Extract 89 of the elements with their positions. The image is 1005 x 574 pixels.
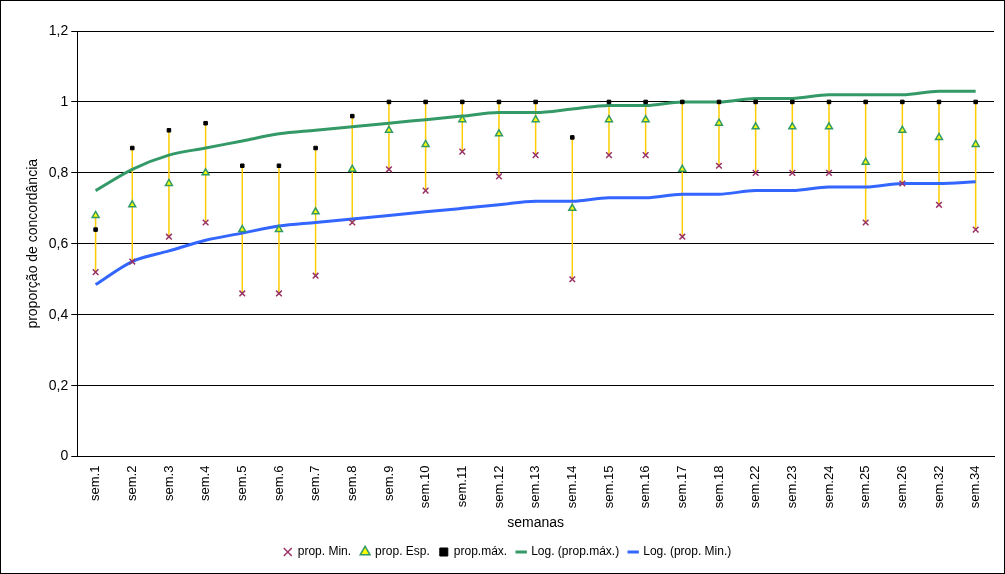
- point: [276, 163, 282, 169]
- point: [824, 122, 834, 130]
- x-tick-label: sem.34: [967, 465, 983, 509]
- x-tick-label: sem.14: [563, 465, 579, 509]
- legend-label: Log. (prop. Min.): [643, 544, 732, 559]
- x-tick-label: sem.10: [417, 465, 433, 509]
- point: [422, 187, 430, 195]
- point: [533, 99, 538, 105]
- point: [788, 122, 797, 130]
- point: [130, 145, 135, 151]
- x-axis-title: semanas: [507, 514, 565, 531]
- x-tick-label: sem.16: [637, 465, 653, 509]
- point: [898, 125, 907, 134]
- point: [238, 224, 247, 233]
- point: [166, 128, 172, 133]
- point: [678, 233, 686, 241]
- point: [423, 99, 428, 105]
- point: [458, 114, 467, 123]
- x-tick-label: sem.22: [747, 465, 763, 509]
- line-series: [94, 180, 978, 287]
- point: [494, 129, 504, 137]
- point: [274, 224, 284, 233]
- x-tick-label: sem.15: [600, 465, 616, 509]
- point: [641, 114, 650, 123]
- x-tick-label: sem.8: [343, 465, 359, 501]
- x-tick-label: sem.5: [233, 465, 249, 501]
- point: [164, 178, 174, 187]
- y-tick-label: 0,8: [48, 163, 69, 180]
- legend-label: prop. Min.: [297, 544, 352, 559]
- point: [861, 157, 870, 165]
- x-tick-label: sem.7: [307, 465, 323, 501]
- point: [753, 99, 758, 105]
- y-tick-label: 0,4: [48, 305, 69, 322]
- line-series: [94, 89, 978, 193]
- point: [973, 99, 978, 105]
- y-axis-title: proporção de concordância: [24, 158, 41, 329]
- x-tick-label: sem.9: [380, 465, 396, 501]
- point: [568, 203, 577, 212]
- x-tick-label: sem.1: [87, 465, 103, 501]
- point: [604, 114, 614, 123]
- point: [311, 207, 320, 215]
- point: [313, 145, 318, 151]
- x-tick-label: sem.26: [893, 465, 909, 509]
- point: [201, 168, 210, 176]
- y-tick-label: 0,6: [48, 234, 69, 251]
- x-tick-label: sem.4: [197, 465, 213, 501]
- point: [680, 99, 685, 105]
- x-tick-label: sem.25: [857, 465, 873, 509]
- legend-label: prop.máx.: [453, 544, 508, 559]
- x-tick-label: sem.13: [527, 465, 543, 509]
- point: [128, 200, 137, 208]
- point: [643, 99, 648, 105]
- point: [203, 120, 208, 126]
- point: [421, 139, 430, 148]
- x-tick-label: sem.24: [820, 465, 836, 509]
- point: [91, 210, 100, 219]
- point: [934, 132, 944, 141]
- point: [93, 227, 98, 232]
- point: [350, 113, 355, 119]
- y-tick-label: 1: [60, 92, 69, 109]
- point: [240, 163, 245, 169]
- x-tick-label: sem.18: [710, 465, 726, 509]
- x-tick-label: sem.3: [160, 465, 176, 501]
- point: [570, 135, 575, 140]
- x-tick-label: sem.32: [930, 465, 946, 509]
- legend-label: prop. Esp.: [375, 544, 430, 559]
- point: [971, 139, 980, 148]
- point: [863, 99, 868, 105]
- point: [460, 99, 465, 105]
- y-tick-label: 0: [60, 447, 69, 464]
- point: [495, 172, 503, 180]
- point: [384, 125, 394, 134]
- x-tick-label: sem.6: [270, 465, 286, 501]
- x-tick-label: sem.11: [453, 465, 469, 508]
- legend-label: Log. (prop.máx.): [531, 544, 620, 559]
- point: [900, 99, 905, 105]
- x-tick-label: sem.12: [490, 465, 506, 509]
- x-tick-label: sem.17: [673, 465, 689, 509]
- x-tick-label: sem.23: [783, 465, 799, 509]
- point: [790, 99, 795, 105]
- x-tick-label: sem.2: [123, 465, 139, 501]
- point: [714, 118, 724, 126]
- y-tick-label: 0,2: [48, 376, 69, 393]
- point: [678, 164, 687, 173]
- point: [751, 122, 760, 130]
- y-tick-label: 1,2: [48, 21, 69, 38]
- point: [531, 114, 540, 123]
- point: [348, 164, 357, 173]
- point: [275, 289, 283, 298]
